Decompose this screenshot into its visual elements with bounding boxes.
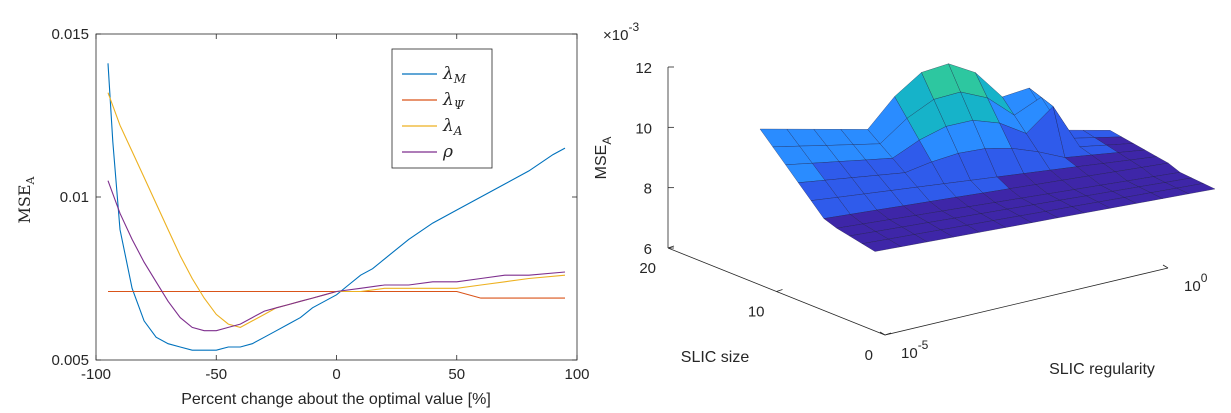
svg-text:MSEA: MSEA [593,137,614,180]
legend-entry: λΨ [442,90,465,112]
surface-ylabel: SLIC size [681,349,750,366]
surface-xlabel: SLIC regularity [1049,361,1155,378]
legend-box [391,48,493,169]
z-tick-label: 6 [644,241,652,258]
x-tick-mark [1162,264,1169,269]
z-tick-label: 8 [644,181,652,198]
y-tick-mark [667,245,675,249]
x-tick-label: 100 [564,366,589,383]
y-tick-label: 20 [639,260,656,277]
x-tick-label: -100 [81,366,111,383]
line-chart-ylabel-sub: A [24,175,37,185]
legend-entry: ρ [442,142,453,162]
surface-zlabel: MSEA [593,137,614,180]
line-chart-ylabel: MSEA [15,175,37,223]
line-chart-axes-box [95,33,578,361]
y-tick-label: 0.01 [60,189,89,206]
x-tick-label: 0 [332,366,340,383]
x-tick-label: -50 [205,366,227,383]
x-tick-label: 10-5 [901,338,929,362]
surface-patch [1176,183,1216,195]
y-tick-mark [884,332,892,336]
y-tick-label: 10 [748,304,765,321]
series-line [108,290,565,299]
series-line [107,180,566,332]
line-chart-series [107,63,566,351]
y-tick-label: 0 [865,347,873,364]
y-tick-mark [776,289,783,292]
z-tick-label: 12 [635,60,652,77]
y-tick-label: 0.005 [51,352,89,369]
line-chart: -100 -50 0 50 100 0.005 0.01 0.015 Percent chan… [15,26,590,408]
z-tick-label: 10 [635,120,652,137]
x-tick-mark [879,331,886,336]
legend-entry: λM [442,64,467,86]
x-tick-label: 50 [448,366,465,383]
x-tick-label: 100 [1184,271,1208,295]
svg-text:MSEA: MSEA [15,175,37,223]
series-line [107,63,566,351]
x-axis-line [884,267,1169,336]
legend-entry: λA [442,116,463,138]
line-chart-legend: λM λΨ λA ρ [391,48,493,169]
line-chart-ticks: -100 -50 0 50 100 0.005 0.01 0.015 [51,26,589,383]
line-chart-xlabel: Percent change about the optimal value [… [181,391,491,408]
line-chart-ylabel-text: MSE [15,184,34,223]
surface-ticks: 6 8 10 12 0 10 20 10-5 100 [635,60,1207,364]
y-tick-label: 0.015 [51,26,89,43]
surface-exponent-label: ×10-3 [603,20,639,44]
surface-mesh [759,63,1216,252]
